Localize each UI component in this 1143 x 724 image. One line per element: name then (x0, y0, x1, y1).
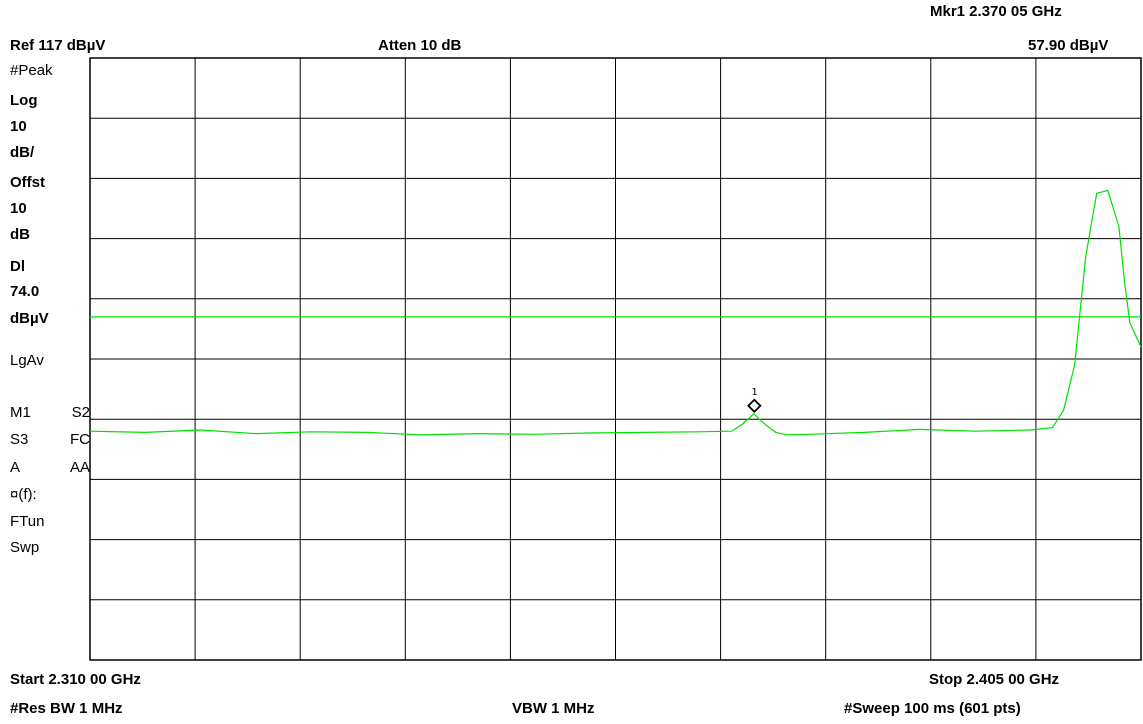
marker-label: 1 (751, 387, 757, 398)
swp-label: Swp (10, 539, 40, 556)
res-bw: #Res BW 1 MHz (10, 700, 123, 717)
scale-type: Log (10, 92, 38, 109)
averaging-label: LgAv (10, 352, 44, 369)
detector-label: #Peak (10, 62, 53, 79)
m1-label: M1 (10, 404, 31, 421)
s3-label: S3 (10, 431, 29, 448)
scale-value: 10 (10, 118, 27, 135)
marker-readout: Mkr1 2.370 05 GHz (930, 3, 1062, 20)
s2-label: S2 (71, 404, 90, 421)
offset-unit: dB (10, 226, 30, 243)
attenuation: Atten 10 dB (378, 37, 462, 54)
marker-diamond (747, 398, 762, 414)
aa-label: AA (69, 459, 90, 476)
scale-unit: dB/ (10, 144, 35, 161)
display-line-value: 74.0 (10, 283, 40, 300)
display-line-label: Dl (10, 258, 25, 275)
offset-value: 10 (10, 200, 27, 217)
vbw: VBW 1 MHz (512, 700, 595, 717)
trace-line (89, 189, 1142, 436)
a-label: A (10, 459, 21, 476)
ftune-symbol: ¤(f): (10, 486, 37, 503)
offset-label: Offst (10, 174, 45, 191)
stop-frequency: Stop 2.405 00 GHz (929, 671, 1060, 688)
start-frequency: Start 2.310 00 GHz (10, 671, 141, 688)
ref-level: Ref 117 dBµV (10, 37, 106, 54)
marker-amplitude: 57.90 dBµV (1028, 37, 1109, 54)
ftun-label: FTun (10, 513, 45, 530)
fc-label: FC (70, 431, 90, 448)
display-line-unit: dBµV (10, 310, 49, 327)
sweep-time: #Sweep 100 ms (601 pts) (844, 700, 1021, 717)
